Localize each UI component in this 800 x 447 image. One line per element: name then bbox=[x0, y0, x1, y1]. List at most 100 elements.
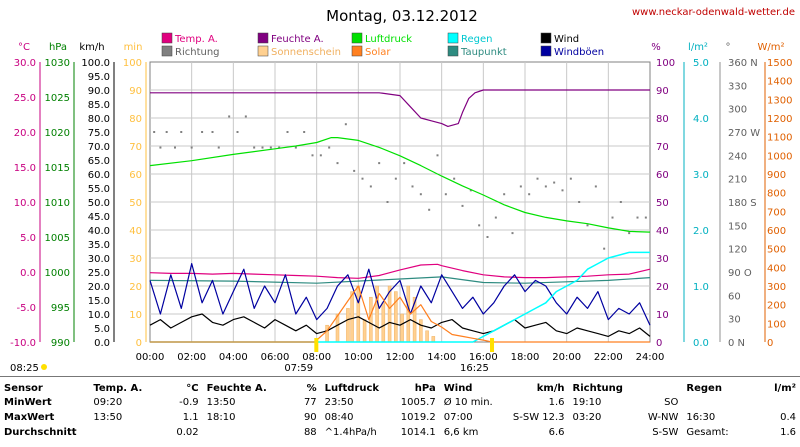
legend-swatch bbox=[447, 32, 459, 44]
direction-point bbox=[253, 146, 256, 149]
cell: 03:20 bbox=[572, 412, 602, 423]
solar-tick-label: 400 bbox=[767, 263, 786, 274]
humidity-tick-label: 10 bbox=[656, 310, 669, 321]
cell: 1014.1 bbox=[400, 427, 436, 438]
hdr-wind-unit: km/h bbox=[536, 382, 565, 394]
sunshine-bar bbox=[350, 291, 354, 343]
direction-point bbox=[603, 247, 606, 250]
direction-point bbox=[286, 131, 289, 133]
direction-point bbox=[353, 169, 356, 172]
cell: 07:00 bbox=[443, 412, 473, 423]
pressure-tick-label: 990 bbox=[51, 338, 70, 349]
temp-tick-label: 0.0 bbox=[20, 268, 36, 279]
site-url[interactable]: www.neckar-odenwald-wetter.de bbox=[632, 7, 795, 18]
hdr-temp-unit: °C bbox=[186, 382, 199, 394]
direction-point bbox=[486, 236, 489, 238]
cell: 13:50 bbox=[93, 412, 123, 423]
solar-tick-label: 0 bbox=[767, 338, 773, 349]
direction-point bbox=[261, 146, 264, 149]
x-tick-label: 16:00 bbox=[469, 352, 498, 363]
humidity-unit-label: % bbox=[651, 42, 661, 53]
direction-unit-label: ° bbox=[726, 42, 731, 53]
regen-line bbox=[150, 251, 650, 343]
stats-row-avg: Durchschnitt 0.02 88 ^1.4hPa/h 1014.1 6,… bbox=[0, 425, 800, 440]
humidity-tick-label: 30 bbox=[656, 254, 669, 265]
sun-tick-label: 20 bbox=[129, 282, 142, 293]
humidity-tick-label: 80 bbox=[656, 114, 669, 125]
direction-point bbox=[503, 193, 506, 196]
direction-tick-label: 0 N bbox=[728, 338, 745, 349]
direction-tick-label: 120 bbox=[728, 245, 747, 256]
legend-label: Regen bbox=[461, 34, 493, 45]
x-tick-label: 06:00 bbox=[261, 352, 290, 363]
wind-tick-label: 85.0 bbox=[88, 100, 110, 111]
cell: ^1.4hPa/h bbox=[324, 427, 377, 438]
plot-layer bbox=[149, 89, 651, 343]
cell: 6,6 km bbox=[443, 427, 479, 438]
sunset-label: 16:25 bbox=[460, 363, 489, 374]
direction-point bbox=[494, 216, 497, 219]
direction-point bbox=[519, 185, 522, 188]
pressure-unit-label: hPa bbox=[49, 42, 67, 53]
legend: Temp. A. Feuchte A. Luftdruck Regen Wind Rich… bbox=[161, 32, 604, 58]
cell: 1005.7 bbox=[400, 397, 436, 408]
sun-tick-label: 40 bbox=[129, 226, 142, 237]
wind-tick-label: 15.0 bbox=[88, 296, 110, 307]
direction-point bbox=[553, 181, 556, 184]
hdr-wind: Wind bbox=[443, 382, 473, 394]
direction-point bbox=[165, 131, 168, 133]
solar-tick-label: 500 bbox=[767, 245, 786, 256]
humidity-tick-label: 60 bbox=[656, 170, 669, 181]
cell: 09:20 bbox=[93, 397, 123, 408]
stats-row-min: MinWert 09:20 -0.9 13:50 77 23:50 1005.7… bbox=[0, 395, 800, 410]
solar-unit-label: W/m² bbox=[757, 42, 784, 53]
direction-point bbox=[436, 154, 439, 157]
row-label: Durchschnitt bbox=[4, 427, 77, 438]
rain-tick-label: 3.0 bbox=[693, 170, 709, 181]
hdr-press-unit: hPa bbox=[414, 382, 436, 394]
rain-tick-label: 5.0 bbox=[693, 58, 709, 69]
stats-table-container: Sensor Temp. A. °C Feuchte A. % Luftdruc… bbox=[0, 377, 800, 447]
legend-swatch bbox=[257, 45, 269, 57]
cell: Ø 10 min. bbox=[443, 397, 493, 408]
cell: SO bbox=[664, 397, 679, 408]
weather-chart: Montag, 03.12.2012 www.neckar-odenwald-w… bbox=[10, 7, 795, 374]
hdr-dir: Richtung bbox=[572, 382, 623, 394]
sun-unit-label: min bbox=[124, 42, 143, 53]
pressure-tick-label: 995 bbox=[51, 303, 70, 314]
cell bbox=[203, 425, 273, 440]
direction-point bbox=[278, 146, 281, 149]
legend-swatch bbox=[540, 32, 552, 44]
humidity-tick-label: 90 bbox=[656, 86, 669, 97]
direction-tick-label: 150 bbox=[728, 221, 747, 232]
wind-tick-label: 65.0 bbox=[88, 156, 110, 167]
hdr-sensor: Sensor bbox=[4, 382, 43, 394]
sunshine-bar bbox=[400, 313, 404, 343]
pressure-tick-label: 1030 bbox=[45, 58, 70, 69]
hdr-temp: Temp. A. bbox=[93, 382, 143, 394]
direction-point bbox=[159, 146, 162, 149]
sun-tick-label: 0 bbox=[136, 338, 142, 349]
pressure-tick-label: 1005 bbox=[45, 233, 70, 244]
sunshine-bar bbox=[369, 296, 373, 343]
solar-line bbox=[150, 285, 650, 343]
solar-tick-label: 800 bbox=[767, 189, 786, 200]
legend-label: Windböen bbox=[554, 47, 604, 58]
direction-tick-label: 60 bbox=[728, 291, 741, 302]
legend-swatch bbox=[540, 45, 552, 57]
x-tick-label: 04:00 bbox=[219, 352, 248, 363]
stats-header-row: Sensor Temp. A. °C Feuchte A. % Luftdruc… bbox=[0, 377, 800, 395]
hdr-rain-unit: l/m² bbox=[774, 382, 796, 394]
sunshine-bar bbox=[425, 330, 429, 343]
sunshine-bar bbox=[325, 324, 329, 343]
cell: Gesamt: bbox=[686, 427, 729, 438]
wind-tick-label: 20.0 bbox=[88, 282, 110, 293]
direction-point bbox=[269, 146, 272, 149]
direction-tick-label: 180 S bbox=[728, 198, 757, 209]
direction-point bbox=[536, 177, 539, 180]
x-tick-label: 08:00 bbox=[302, 352, 331, 363]
legend-label: Sonnenschein bbox=[271, 47, 341, 58]
wind-tick-label: 35.0 bbox=[88, 240, 110, 251]
hdr-hum: Feuchte A. bbox=[206, 382, 267, 394]
sun-tick-label: 50 bbox=[129, 198, 142, 209]
